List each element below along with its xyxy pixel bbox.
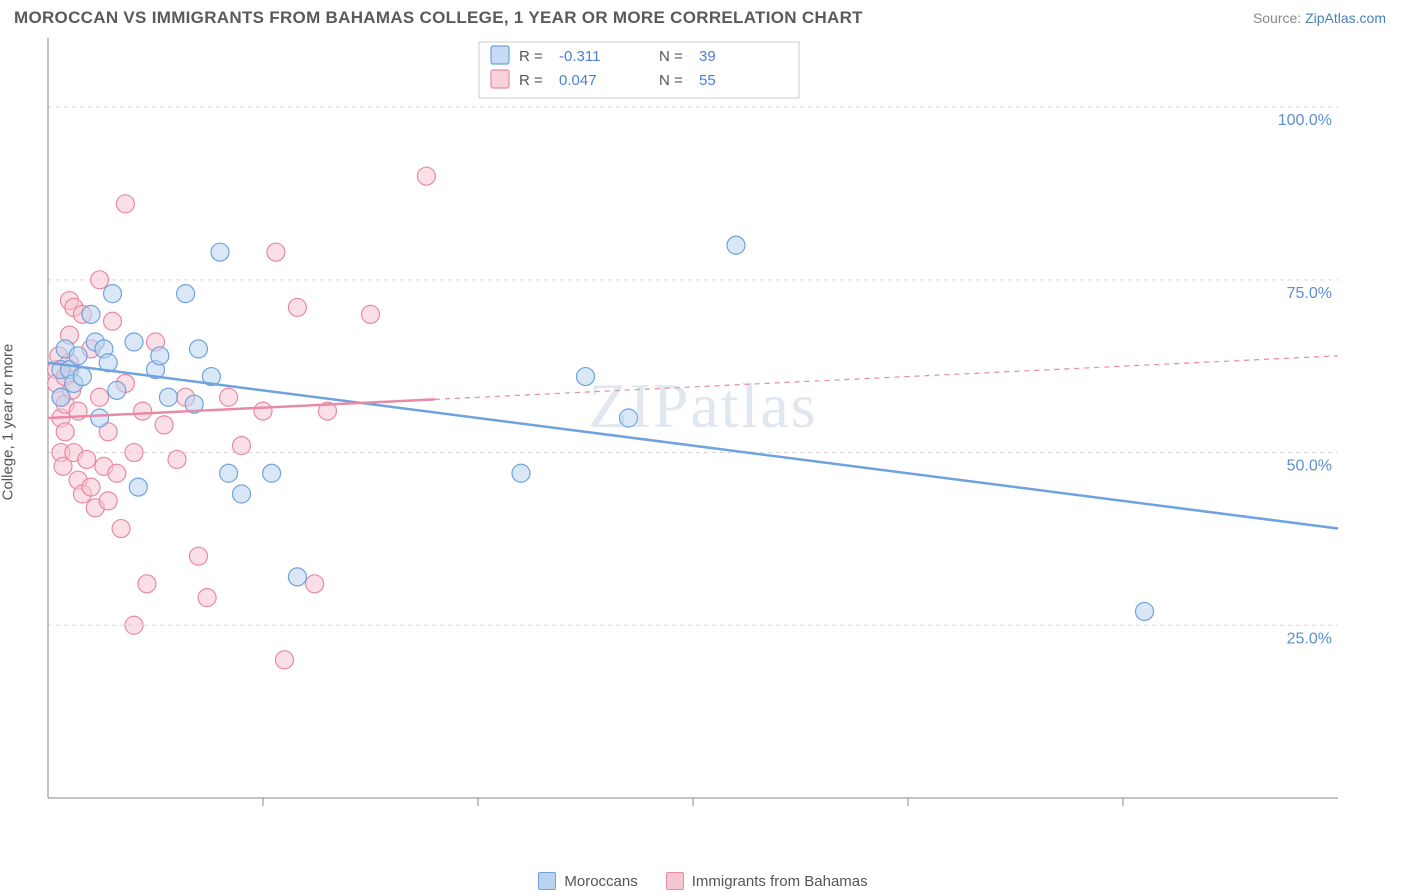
svg-text:R =: R = [519, 48, 543, 65]
svg-text:25.0%: 25.0% [1287, 630, 1332, 647]
svg-text:R =: R = [519, 72, 543, 89]
legend-item: Moroccans [538, 872, 637, 890]
source-label: Source: ZipAtlas.com [1253, 10, 1386, 26]
chart-container: College, 1 year or more 25.0%50.0%75.0%1… [14, 32, 1392, 812]
svg-text:0.047: 0.047 [559, 72, 597, 89]
legend-swatch [538, 872, 556, 890]
svg-text:75.0%: 75.0% [1287, 285, 1332, 302]
scatter-chart: 25.0% 50.0% 75.0% 100.0% 0.0% 30.0% R = -0.311 N… [14, 32, 1344, 812]
svg-text:-0.311: -0.311 [559, 48, 600, 65]
svg-text:0.0%: 0.0% [48, 811, 84, 812]
legend-label: Moroccans [564, 873, 637, 890]
y-axis-label: College, 1 year or more [0, 344, 17, 501]
source-prefix: Source: [1253, 10, 1305, 26]
svg-text:30.0%: 30.0% [1293, 811, 1338, 812]
svg-text:N =: N = [659, 72, 683, 89]
legend-bottom: Moroccans Immigrants from Bahamas [0, 872, 1406, 890]
chart-title: MOROCCAN VS IMMIGRANTS FROM BAHAMAS COLL… [14, 8, 863, 28]
svg-text:100.0%: 100.0% [1278, 112, 1332, 129]
source-link[interactable]: ZipAtlas.com [1305, 10, 1386, 26]
legend-item: Immigrants from Bahamas [666, 872, 868, 890]
svg-text:50.0%: 50.0% [1287, 458, 1332, 475]
legend-swatch [666, 872, 684, 890]
svg-text:N =: N = [659, 48, 683, 65]
legend-label: Immigrants from Bahamas [692, 873, 868, 890]
svg-text:39: 39 [699, 48, 716, 65]
svg-text:55: 55 [699, 72, 716, 89]
